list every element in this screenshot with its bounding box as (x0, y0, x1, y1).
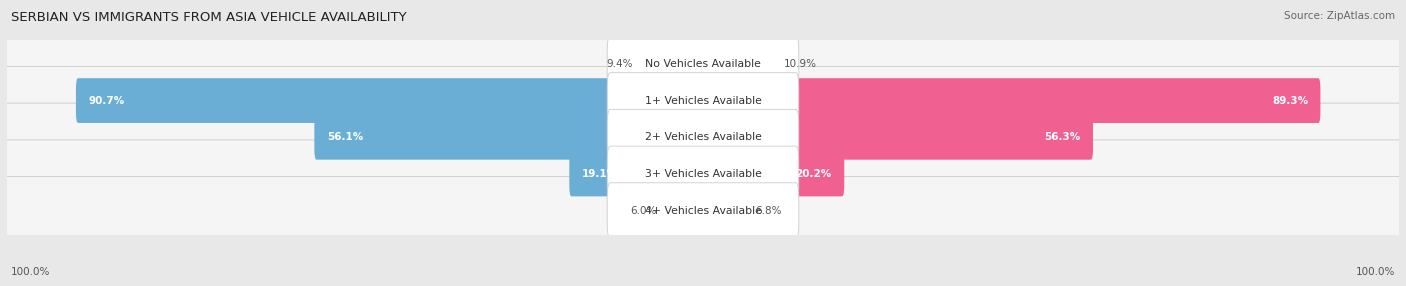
Text: 100.0%: 100.0% (11, 267, 51, 277)
Text: 100.0%: 100.0% (1355, 267, 1395, 277)
FancyBboxPatch shape (4, 140, 1402, 208)
FancyBboxPatch shape (607, 73, 799, 128)
Text: No Vehicles Available: No Vehicles Available (645, 59, 761, 69)
Text: SERBIAN VS IMMIGRANTS FROM ASIA VEHICLE AVAILABILITY: SERBIAN VS IMMIGRANTS FROM ASIA VEHICLE … (11, 11, 406, 24)
Text: 56.1%: 56.1% (326, 132, 363, 142)
Text: 6.0%: 6.0% (630, 206, 657, 216)
FancyBboxPatch shape (607, 36, 799, 92)
Text: 19.1%: 19.1% (582, 169, 617, 179)
Text: 10.9%: 10.9% (783, 59, 817, 69)
Text: 89.3%: 89.3% (1272, 96, 1308, 106)
Text: 3+ Vehicles Available: 3+ Vehicles Available (644, 169, 762, 179)
Text: 1+ Vehicles Available: 1+ Vehicles Available (644, 96, 762, 106)
Text: Source: ZipAtlas.com: Source: ZipAtlas.com (1284, 11, 1395, 21)
FancyBboxPatch shape (794, 152, 844, 196)
FancyBboxPatch shape (315, 115, 612, 160)
FancyBboxPatch shape (607, 109, 799, 165)
Text: 20.2%: 20.2% (796, 169, 832, 179)
FancyBboxPatch shape (607, 183, 799, 239)
FancyBboxPatch shape (607, 146, 799, 202)
Text: 90.7%: 90.7% (89, 96, 125, 106)
FancyBboxPatch shape (4, 176, 1402, 245)
Text: 4+ Vehicles Available: 4+ Vehicles Available (644, 206, 762, 216)
FancyBboxPatch shape (794, 115, 1092, 160)
FancyBboxPatch shape (4, 30, 1402, 98)
FancyBboxPatch shape (4, 103, 1402, 171)
FancyBboxPatch shape (76, 78, 612, 123)
Text: 2+ Vehicles Available: 2+ Vehicles Available (644, 132, 762, 142)
FancyBboxPatch shape (794, 78, 1320, 123)
Text: 9.4%: 9.4% (606, 59, 633, 69)
FancyBboxPatch shape (569, 152, 612, 196)
FancyBboxPatch shape (4, 66, 1402, 135)
Text: 56.3%: 56.3% (1045, 132, 1081, 142)
Text: 6.8%: 6.8% (755, 206, 782, 216)
